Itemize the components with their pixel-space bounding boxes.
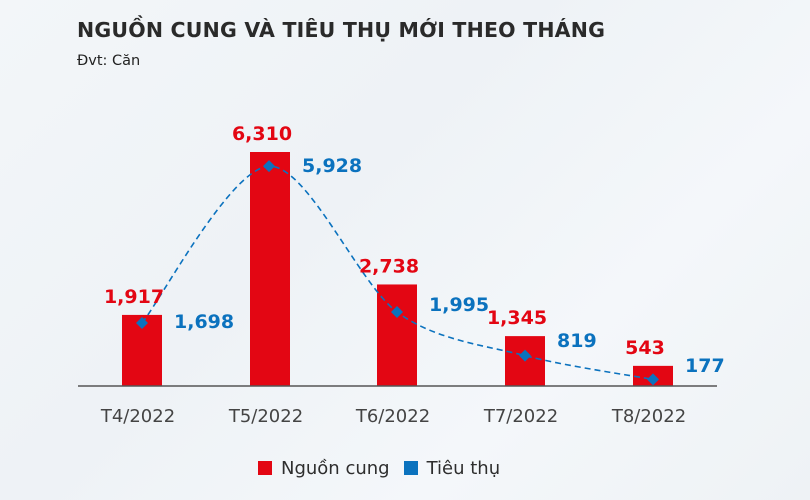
supply-swatch-icon [258, 461, 272, 475]
supply-bar[interactable] [250, 152, 290, 386]
consumption-marker-icon[interactable] [391, 306, 403, 319]
legend-label-supply: Nguồn cung [281, 457, 390, 479]
supply-value-label: 2,738 [359, 255, 419, 277]
supply-value-label: 1,917 [104, 286, 164, 308]
x-axis-label: T6/2022 [355, 406, 430, 427]
consumption-value-label: 5,928 [302, 155, 362, 177]
supply-value-label: 543 [625, 337, 665, 359]
consumption-marker-icon[interactable] [519, 349, 531, 362]
legend-item-consumption[interactable]: Tiêu thụ [403, 457, 501, 479]
x-axis-label: T4/2022 [100, 406, 175, 427]
unit-label: Đvt: Căn [77, 53, 141, 69]
consumption-value-label: 1,995 [429, 294, 489, 316]
consumption-value-label: 177 [685, 355, 725, 377]
consumption-markers [136, 160, 659, 386]
x-axis-label: T8/2022 [611, 406, 686, 427]
legend: Nguồn cung Tiêu thụ [258, 455, 500, 481]
x-axis-label: T7/2022 [483, 406, 558, 427]
consumption-value-label: 1,698 [174, 311, 234, 333]
supply-value-label: 6,310 [232, 123, 292, 145]
consumption-swatch-icon [403, 461, 418, 475]
consumption-value-label: 819 [557, 330, 597, 352]
x-axis-labels: T4/2022 T5/2022 T6/2022 T7/2022 T8/2022 [100, 406, 686, 427]
supply-value-labels: 1,917 6,310 2,738 1,345 543 [104, 123, 665, 359]
supply-bars [122, 152, 673, 386]
supply-bar[interactable] [377, 284, 417, 386]
supply-value-label: 1,345 [487, 307, 547, 329]
consumption-value-labels: 1,698 5,928 1,995 819 177 [174, 155, 725, 377]
legend-item-supply[interactable]: Nguồn cung [258, 458, 390, 479]
consumption-line [141, 165, 654, 381]
chart-title: NGUỒN CUNG VÀ TIÊU THỤ MỚI THEO THÁNG [77, 18, 606, 42]
x-axis-label: T5/2022 [228, 406, 303, 427]
consumption-marker-icon[interactable] [136, 317, 148, 330]
consumption-marker-icon[interactable] [647, 373, 659, 386]
legend-label-consumption: Tiêu thụ [426, 457, 501, 479]
consumption-marker-icon[interactable] [263, 160, 275, 173]
